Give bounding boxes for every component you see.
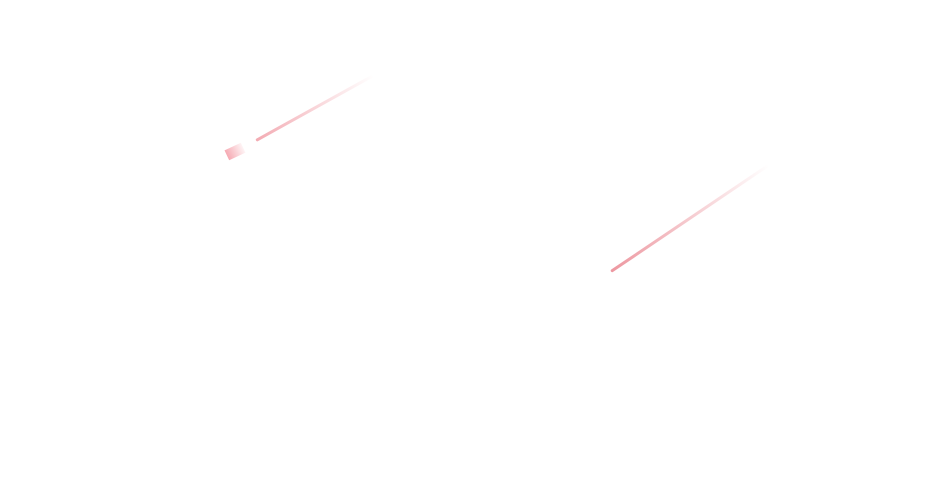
meteor-streak: [610, 164, 770, 273]
meteor-streak: [255, 74, 374, 142]
meteor-head: [224, 142, 246, 161]
